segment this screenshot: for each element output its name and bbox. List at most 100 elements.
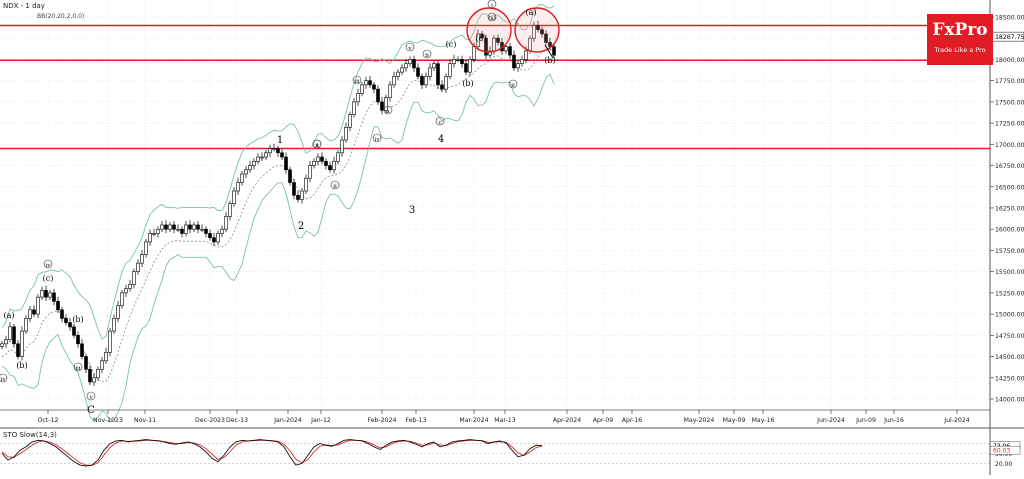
y-tick-label: 15000.00 [995, 312, 1024, 319]
candle-body [180, 228, 184, 234]
x-tick-label: Jan-12 [310, 417, 331, 424]
candle-body [60, 309, 64, 319]
wave-label: iii [75, 366, 81, 372]
y-tick-label: 16000.00 [995, 227, 1024, 234]
fxpro-logo[interactable]: FxPro Trade Like a Pro [927, 14, 993, 65]
candle-body [260, 156, 264, 159]
candle-body [224, 216, 228, 230]
candle-body [164, 224, 168, 230]
wave-label: (c) [446, 40, 457, 49]
support-resistance-lines [0, 24, 990, 150]
y-tick-label: 17500.00 [995, 99, 1024, 106]
candle-body [392, 76, 396, 86]
candle-body [48, 292, 52, 298]
sto-k-line [1, 439, 543, 467]
x-tick-label: Jun-2024 [816, 417, 845, 424]
candle-body [280, 152, 284, 158]
x-tick-label: Jul-2024 [943, 417, 970, 424]
chart-title: NDX - 1 day [3, 2, 45, 10]
sto-current-label: 60.03 [993, 448, 1010, 455]
wave-label: v [407, 46, 412, 52]
y-tick-label: 16750.00 [995, 163, 1024, 170]
candle-body [156, 228, 160, 234]
candle-body [100, 360, 104, 370]
candle-body [140, 254, 144, 264]
y-tick-label: 14750.00 [995, 333, 1024, 340]
x-tick-label: Jun-16 [883, 417, 904, 424]
x-tick-label: Mar-2024 [459, 417, 488, 424]
x-tick-label: Apr-16 [622, 417, 642, 424]
candle-body [248, 165, 252, 171]
x-tick-label: Nov-11 [134, 417, 156, 424]
candle-body [244, 169, 248, 175]
candle-body [276, 148, 280, 154]
candle-body [200, 228, 204, 231]
candle-body [172, 224, 176, 230]
candle-body [132, 271, 136, 285]
x-tick-label: May-2024 [684, 417, 715, 424]
y-tick-label: 15250.00 [995, 290, 1024, 297]
highlight-circle [514, 7, 560, 53]
candle-body [4, 339, 8, 345]
wave-label: (c) [43, 274, 54, 283]
y-tick-label: 15750.00 [995, 248, 1024, 255]
wave-label: C [87, 405, 95, 416]
candle-body [148, 233, 152, 243]
wave-label-circle [312, 139, 322, 149]
candle-body [440, 84, 444, 90]
price-axis: 14000.00 14250.00 14500.00 14750.00 15000.00… [989, 14, 1024, 404]
candle-body [128, 284, 132, 289]
candle-body [388, 84, 392, 98]
wave-label: i [491, 3, 493, 9]
wave-label: v [88, 395, 93, 401]
oscillator-label: STO Slow(14,3) [3, 431, 57, 439]
y-tick-label: 14000.00 [995, 397, 1024, 404]
x-tick-label: May-16 [752, 417, 775, 424]
candle-body [188, 224, 192, 230]
wave-label-circle [383, 105, 393, 115]
wave-label-circle [508, 79, 518, 89]
candle-body [264, 152, 268, 158]
highlight-circle [466, 7, 512, 53]
wave-label: i [316, 143, 318, 149]
candle-body [384, 97, 388, 111]
wave-label: b [425, 53, 429, 59]
candle-body [460, 59, 464, 64]
candle-body [0, 343, 4, 347]
candle-body [88, 368, 92, 383]
plot-area [0, 0, 990, 410]
candle-body [236, 182, 240, 192]
candle-body [104, 352, 108, 362]
y-tick-label: 14500.00 [995, 354, 1024, 361]
x-tick-label: Dec-2023 [195, 417, 225, 424]
wave-label: (a) [488, 15, 496, 22]
candle-body [44, 290, 48, 298]
candle-body [484, 37, 488, 56]
candle-body [64, 318, 68, 323]
wave-label: ii [511, 83, 515, 89]
y-tick-label: 15500.00 [995, 269, 1024, 276]
candles [0, 20, 556, 387]
candle-body [32, 309, 36, 315]
candle-body [520, 59, 524, 64]
logo-brand: FxPro [932, 20, 988, 40]
candle-body [408, 59, 412, 64]
candle-body [272, 148, 276, 150]
x-tick-label: Feb-13 [405, 417, 426, 424]
wave-label-circle [86, 391, 96, 401]
candle-body [36, 296, 40, 315]
candle-body [480, 33, 484, 39]
y-tick-label: 16250.00 [995, 205, 1024, 212]
candle-body [68, 322, 72, 328]
wave-label: iv [375, 137, 381, 143]
candle-body [28, 309, 32, 319]
candle-body [56, 301, 60, 311]
candle-body [220, 228, 224, 234]
wave-label-circle [435, 116, 445, 126]
x-tick-label: Dec-13 [226, 417, 248, 424]
wave-label: (b) [16, 361, 27, 370]
wave-label: (b) [544, 56, 555, 65]
candle-body [512, 54, 516, 69]
wave-label: (c) [476, 34, 487, 43]
date-axis: Oct-12 Nov-2023 Nov-11 Dec-2023 Dec-13 Jan-20… [0, 409, 990, 424]
